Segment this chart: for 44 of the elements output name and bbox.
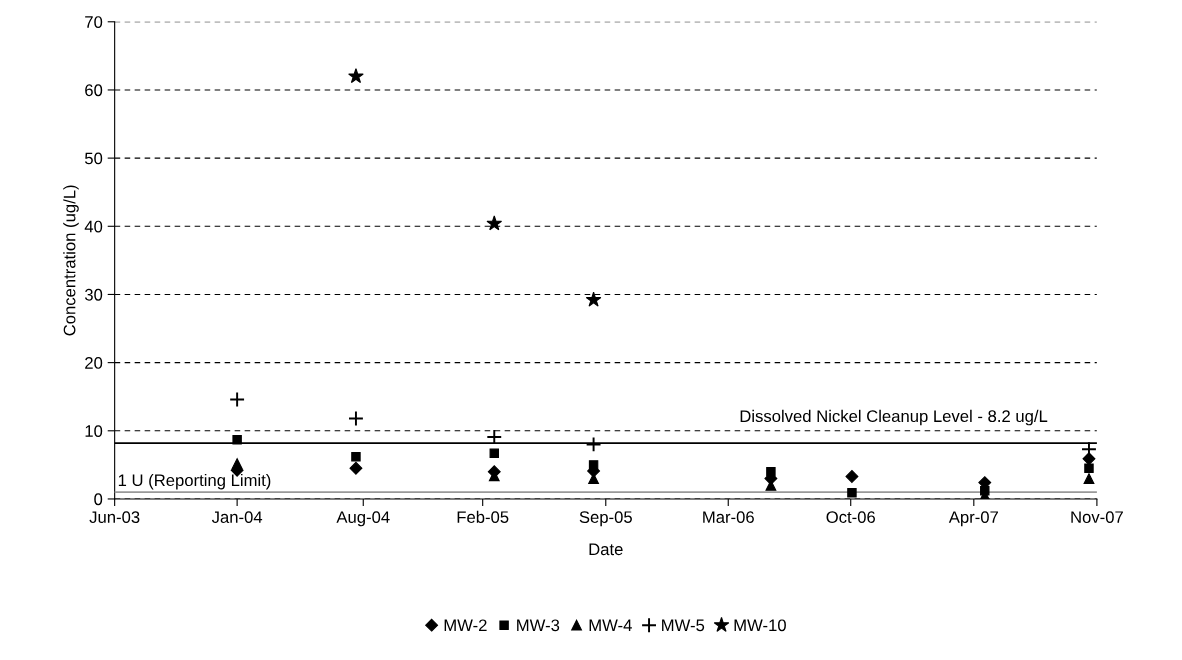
ref-line-label: 1 U (Reporting Limit) bbox=[118, 473, 271, 490]
x-axis-title: Date bbox=[589, 543, 623, 556]
y-tick-label: 0 bbox=[94, 493, 103, 506]
x-tick-label: Sep-05 bbox=[579, 511, 632, 527]
x-tick-label: Aug-04 bbox=[336, 511, 390, 527]
point bbox=[845, 470, 859, 483]
legend-label: MW-2 bbox=[444, 619, 487, 632]
x-tick-label: Mar-06 bbox=[703, 511, 754, 524]
y-tick-label: 20 bbox=[85, 357, 103, 369]
x-tick-label: Feb-05 bbox=[457, 510, 509, 524]
legend-label: MW-5 bbox=[662, 619, 705, 632]
y-tick-label: 10 bbox=[85, 425, 103, 437]
x-tick-label: Jan-04 bbox=[211, 511, 263, 524]
legend-label: MW-3 bbox=[517, 619, 560, 632]
point bbox=[1084, 463, 1094, 474]
x-tick-label: Oct-06 bbox=[826, 511, 875, 524]
y-tick-label: 30 bbox=[84, 288, 103, 301]
point bbox=[486, 429, 503, 445]
y-axis-title: Concentration (ug/L) bbox=[63, 185, 79, 336]
point bbox=[349, 461, 363, 475]
point bbox=[486, 215, 503, 231]
point bbox=[351, 451, 361, 462]
point bbox=[585, 291, 602, 307]
point bbox=[588, 460, 599, 470]
x-tick-label: Apr-07 bbox=[948, 511, 998, 527]
point bbox=[766, 466, 776, 477]
point bbox=[1083, 473, 1095, 484]
y-tick-label: 50 bbox=[84, 152, 103, 165]
x-tick-label: Jun-03 bbox=[89, 511, 140, 524]
x-tick-label: Nov-07 bbox=[1071, 511, 1123, 524]
point bbox=[348, 410, 364, 427]
point bbox=[489, 448, 499, 459]
point bbox=[232, 434, 242, 445]
point bbox=[847, 488, 857, 498]
point bbox=[231, 458, 243, 469]
y-tick-label: 40 bbox=[84, 220, 103, 233]
ref-line-label: Dissolved Nickel Cleanup Level - 8.2 ug/L bbox=[740, 409, 1048, 426]
point bbox=[229, 391, 246, 408]
y-tick-label: 70 bbox=[85, 16, 103, 28]
y-tick-label: 60 bbox=[85, 84, 103, 97]
legend-label: MW-4 bbox=[589, 619, 632, 632]
legend-label: MW-10 bbox=[734, 619, 786, 632]
point bbox=[585, 436, 602, 453]
point bbox=[348, 68, 364, 84]
